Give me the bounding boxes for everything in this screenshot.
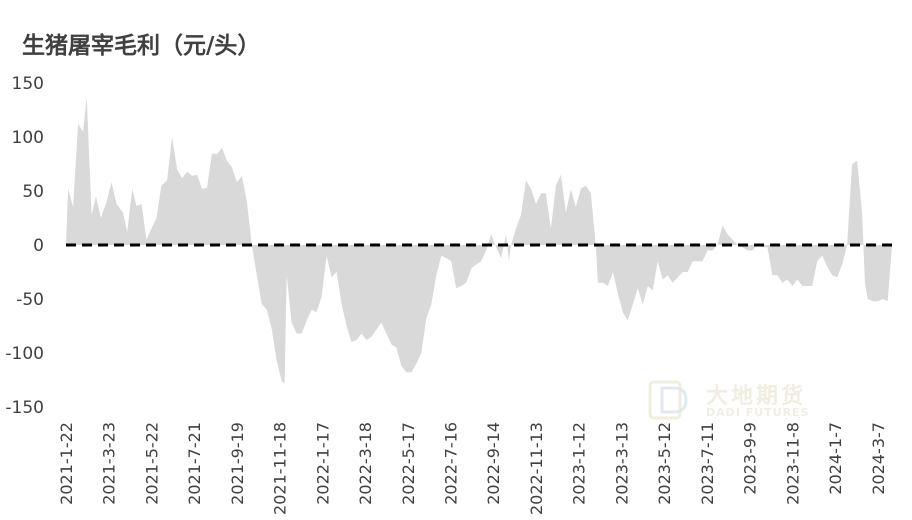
x-axis-ticks: 2021-1-22 2021-3-23 2021-5-22 2021-7-21 2021…: [57, 422, 888, 515]
x-tick-label: 2021-7-21: [185, 422, 204, 505]
x-tick-label: 2023-7-11: [698, 422, 717, 505]
y-tick-label: 150: [12, 74, 44, 94]
x-tick-label: 2023-9-9: [741, 422, 760, 495]
x-tick-label: 2022-3-18: [356, 422, 375, 505]
x-tick-label: 2021-9-19: [228, 422, 247, 505]
x-tick-label: 2021-1-22: [57, 422, 76, 505]
x-tick-label: 2022-11-13: [527, 422, 546, 515]
y-tick-label: -50: [16, 290, 44, 310]
y-tick-label: 50: [22, 182, 44, 202]
area-layer: [66, 97, 892, 384]
x-tick-label: 2022-1-17: [313, 422, 332, 505]
gross-margin-area: [66, 97, 892, 384]
x-tick-label: 2023-11-8: [783, 422, 802, 505]
y-tick-label: 0: [33, 236, 44, 256]
y-tick-label: -100: [5, 344, 44, 364]
x-tick-label: 2023-3-13: [612, 422, 631, 505]
x-tick-label: 2024-3-7: [869, 422, 888, 495]
x-tick-label: 2022-9-14: [484, 422, 503, 505]
x-tick-label: 2022-5-17: [399, 422, 418, 505]
x-tick-label: 2021-5-22: [142, 422, 161, 505]
y-axis-ticks: 150 100 50 0 -50 -100 -150: [5, 74, 44, 418]
chart-title: 生猪屠宰毛利（元/头）: [22, 33, 261, 59]
x-tick-label: 2023-5-12: [655, 422, 674, 505]
x-tick-label: 2024-1-7: [826, 422, 845, 495]
x-tick-label: 2021-3-23: [100, 422, 119, 505]
x-tick-label: 2021-11-18: [271, 422, 290, 515]
x-tick-label: 2023-1-12: [570, 422, 589, 505]
y-tick-label: -150: [5, 398, 44, 418]
y-tick-label: 100: [12, 128, 44, 148]
x-tick-label: 2022-7-16: [442, 422, 461, 505]
